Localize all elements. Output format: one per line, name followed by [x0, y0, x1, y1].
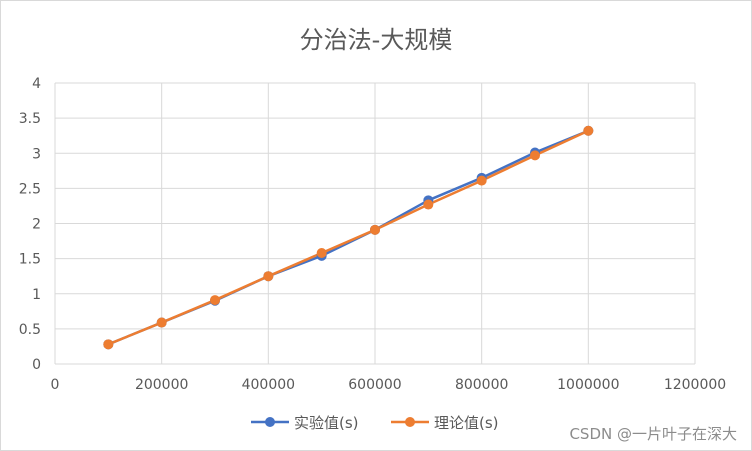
- legend-label-2: 理论值(s): [434, 414, 499, 432]
- x-tick-label: 800000: [455, 377, 508, 393]
- y-tick-label: 2.5: [19, 181, 41, 197]
- series-2-point: [530, 150, 540, 161]
- legend-marker-2: [405, 417, 415, 427]
- legend-marker-1: [265, 417, 275, 427]
- series-2-point: [103, 339, 114, 350]
- y-tick-label: 1.5: [19, 252, 41, 268]
- x-axis-ticks: 0 200000 400000 600000 800000 1000000 1200000: [51, 377, 727, 393]
- y-tick-label: 2: [32, 217, 41, 233]
- series-layer: [103, 125, 594, 350]
- y-tick-label: 0.5: [19, 322, 41, 338]
- series-2-point: [210, 295, 220, 306]
- series-2-point: [583, 125, 594, 136]
- series-2-point: [423, 199, 434, 210]
- y-tick-label: 0: [32, 357, 41, 373]
- x-tick-label: 0: [51, 377, 60, 393]
- x-tick-label: 1200000: [664, 377, 726, 393]
- y-tick-label: 3: [32, 146, 41, 162]
- y-tick-label: 4: [32, 76, 41, 92]
- watermark: CSDN @一片叶子在深大: [569, 425, 737, 443]
- series-2-point: [370, 224, 380, 235]
- series-2-point: [476, 175, 487, 186]
- x-tick-label: 1000000: [557, 377, 619, 393]
- legend-label-1: 实验值(s): [294, 414, 359, 432]
- x-tick-label: 600000: [348, 377, 401, 393]
- series-2-point: [156, 317, 167, 328]
- series-line-1: [107, 129, 589, 346]
- series-line-2: [107, 129, 589, 346]
- legend: 实验值(s) 理论值(s): [251, 414, 499, 432]
- series-2-point: [263, 271, 274, 282]
- y-tick-label: 1: [32, 287, 41, 303]
- chart-title: 分治法-大规模: [300, 26, 453, 54]
- y-axis-ticks: 0 0.5 1 1.5 2 2.5 3 3.5 4: [19, 76, 41, 373]
- x-tick-label: 400000: [242, 377, 295, 393]
- y-tick-label: 3.5: [19, 111, 41, 127]
- series-2-point: [316, 248, 327, 259]
- x-tick-label: 200000: [135, 377, 188, 393]
- grid: [54, 82, 696, 365]
